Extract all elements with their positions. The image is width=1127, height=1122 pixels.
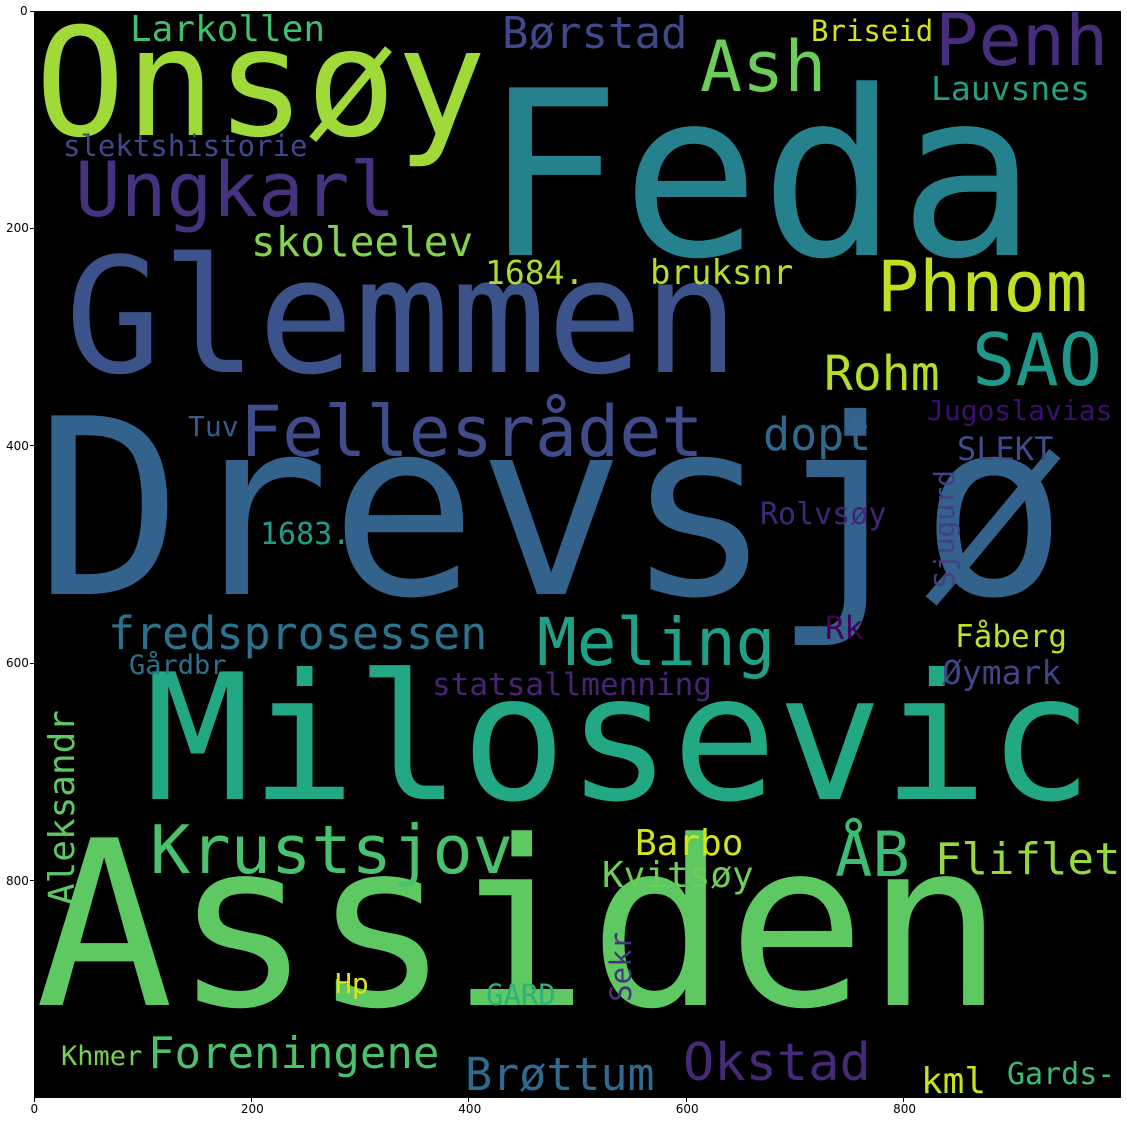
cloud-word: Sjugurd: [928, 470, 961, 589]
cloud-word: Krustsjov: [150, 811, 514, 889]
y-tick-label: 0: [20, 4, 28, 18]
x-tick-label: 0: [30, 1102, 39, 1116]
cloud-word: Milosevic: [145, 638, 1094, 841]
cloud-word: Fellesrådet: [240, 391, 704, 473]
x-tick-mark: [33, 1098, 35, 1102]
cloud-word: Assiden: [35, 793, 1005, 1060]
cloud-word: bruksnr: [650, 253, 794, 293]
cloud-word: Rolvsøy: [760, 497, 887, 532]
cloud-word: Onsøy: [35, 11, 487, 171]
cloud-word: Kvitsøy: [602, 855, 754, 896]
cloud-word: Sekr: [604, 932, 638, 1002]
cloud-word: Rk: [825, 609, 864, 647]
y-tick-mark: [30, 10, 34, 12]
y-tick-label: 200: [6, 221, 29, 236]
cloud-word: SLEKT: [957, 430, 1054, 468]
cloud-word: Brøttum: [465, 1048, 655, 1098]
cloud-word: ÅB: [835, 818, 910, 891]
cloud-word: Hp: [335, 967, 369, 1000]
cloud-word: Ash: [700, 26, 827, 108]
cloud-word: 1684.: [485, 253, 585, 292]
cloud-word: fredsprosessen: [108, 607, 488, 660]
cloud-word: 1683.: [260, 517, 351, 552]
cloud-word: SAO: [972, 318, 1103, 402]
cloud-word: Briseid: [811, 14, 934, 48]
cloud-word: Ungkarl: [75, 145, 396, 234]
cloud-word: Drevsjø: [35, 367, 1068, 652]
cloud-word: Glemmen: [65, 223, 740, 410]
cloud-word: Fliflet: [935, 834, 1121, 885]
cloud-word: Lauvsnes: [931, 69, 1090, 108]
y-tick-mark: [30, 880, 34, 882]
y-tick-mark: [30, 227, 34, 229]
cloud-word: Gards-: [1007, 1057, 1116, 1092]
cloud-word: GARD: [486, 978, 556, 1012]
cloud-word: slektshistorie: [63, 129, 308, 163]
cloud-word: Rohm: [824, 346, 940, 402]
y-tick-label: 800: [6, 873, 29, 888]
x-tick-label: 400: [458, 1102, 482, 1116]
x-tick-mark: [250, 1098, 252, 1102]
word-cloud-canvas: Onsøy Feda Glemmen Drevsjø Milosevic Assiden P…: [34, 11, 1121, 1098]
y-tick-label: 600: [6, 656, 29, 671]
cloud-word: Khmer: [61, 1041, 143, 1072]
cloud-word: Barbo: [635, 823, 744, 864]
x-tick-label: 600: [675, 1102, 699, 1116]
cloud-word: Øymark: [942, 653, 1062, 692]
cloud-word: Børstad: [502, 11, 688, 59]
x-tick-mark: [685, 1098, 687, 1102]
cloud-word: Phnom: [877, 246, 1088, 328]
cloud-word: kml: [921, 1061, 987, 1098]
cloud-word: Okstad: [683, 1033, 871, 1093]
cloud-word: statsallmenning: [432, 667, 712, 703]
cloud-word: Penh: [935, 11, 1109, 82]
x-tick-mark: [903, 1098, 905, 1102]
y-tick-mark: [30, 662, 34, 664]
cloud-word: Meling: [537, 604, 776, 681]
cloud-word: Fåberg: [955, 619, 1067, 655]
cloud-word: Larkollen: [130, 11, 326, 50]
y-tick-mark: [30, 445, 34, 447]
y-tick-label: 400: [6, 438, 29, 453]
cloud-word: Aleksandr: [42, 710, 83, 906]
cloud-word: Tuv: [188, 410, 239, 443]
x-tick-mark: [468, 1098, 470, 1102]
cloud-word: Gårdbr: [129, 650, 227, 681]
x-tick-label: 800: [893, 1102, 916, 1116]
cloud-word: Feda: [483, 43, 1037, 310]
cloud-word: dopt: [763, 408, 872, 461]
cloud-word: Jugoslavias: [927, 394, 1113, 427]
cloud-word: Foreningene: [148, 1028, 440, 1079]
x-tick-label: 200: [240, 1102, 264, 1116]
cloud-word: skoleelev: [251, 218, 474, 266]
